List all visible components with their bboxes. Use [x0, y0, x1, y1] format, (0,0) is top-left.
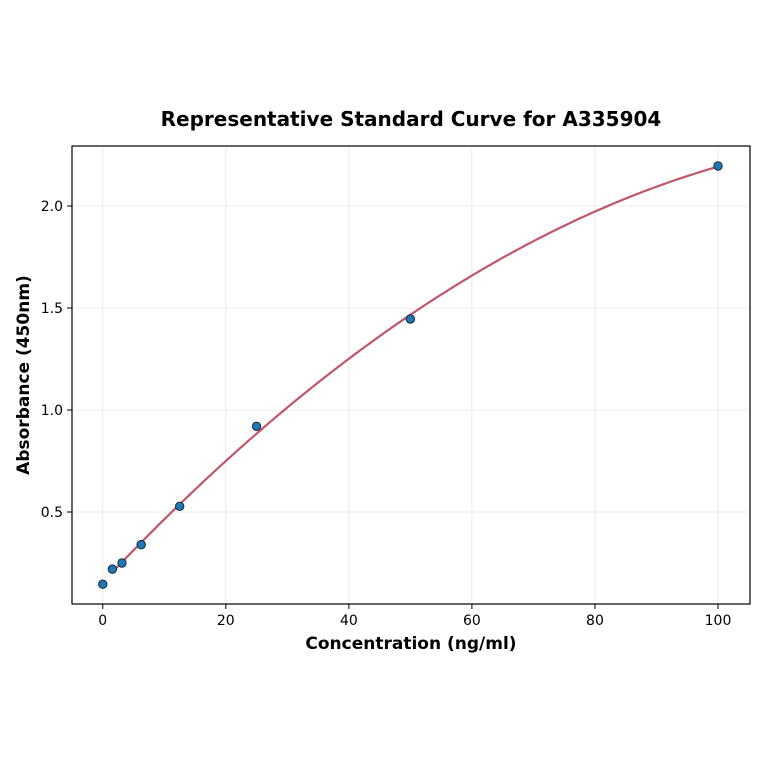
- data-point: [98, 579, 108, 589]
- data-point: [251, 421, 262, 432]
- x-tick-label: 60: [463, 613, 481, 629]
- grid: [72, 146, 750, 604]
- x-ticks: 0 20 40 60 80 100: [98, 604, 731, 629]
- plot-frame: [71, 145, 751, 605]
- x-tick-label: 100: [705, 613, 732, 629]
- x-tick-label: 20: [217, 613, 235, 629]
- data-point: [136, 539, 146, 550]
- y-tick-label: 2.0: [41, 199, 63, 215]
- fit-curve: [111, 165, 719, 573]
- data-point: [117, 558, 127, 568]
- x-tick-label: 80: [586, 613, 604, 629]
- data-point: [107, 564, 118, 574]
- x-axis-label: Concentration (ng/ml): [305, 634, 516, 654]
- data-point: [713, 161, 723, 171]
- y-tick-label: 0.5: [41, 505, 63, 521]
- x-tick-label: 0: [98, 613, 107, 629]
- fit-curve-group: [111, 165, 719, 573]
- y-tick-label: 1.0: [41, 403, 63, 419]
- data-point: [405, 314, 416, 324]
- y-ticks: 0.5 1.0 1.5 2.0: [41, 199, 72, 521]
- x-tick-label: 40: [340, 613, 358, 629]
- y-tick-label: 1.5: [41, 301, 63, 317]
- y-axis-label: Absorbance (450nm): [14, 275, 34, 475]
- chart-title: Representative Standard Curve for A33590…: [161, 107, 662, 131]
- data-points: [98, 161, 723, 589]
- data-point: [174, 501, 185, 511]
